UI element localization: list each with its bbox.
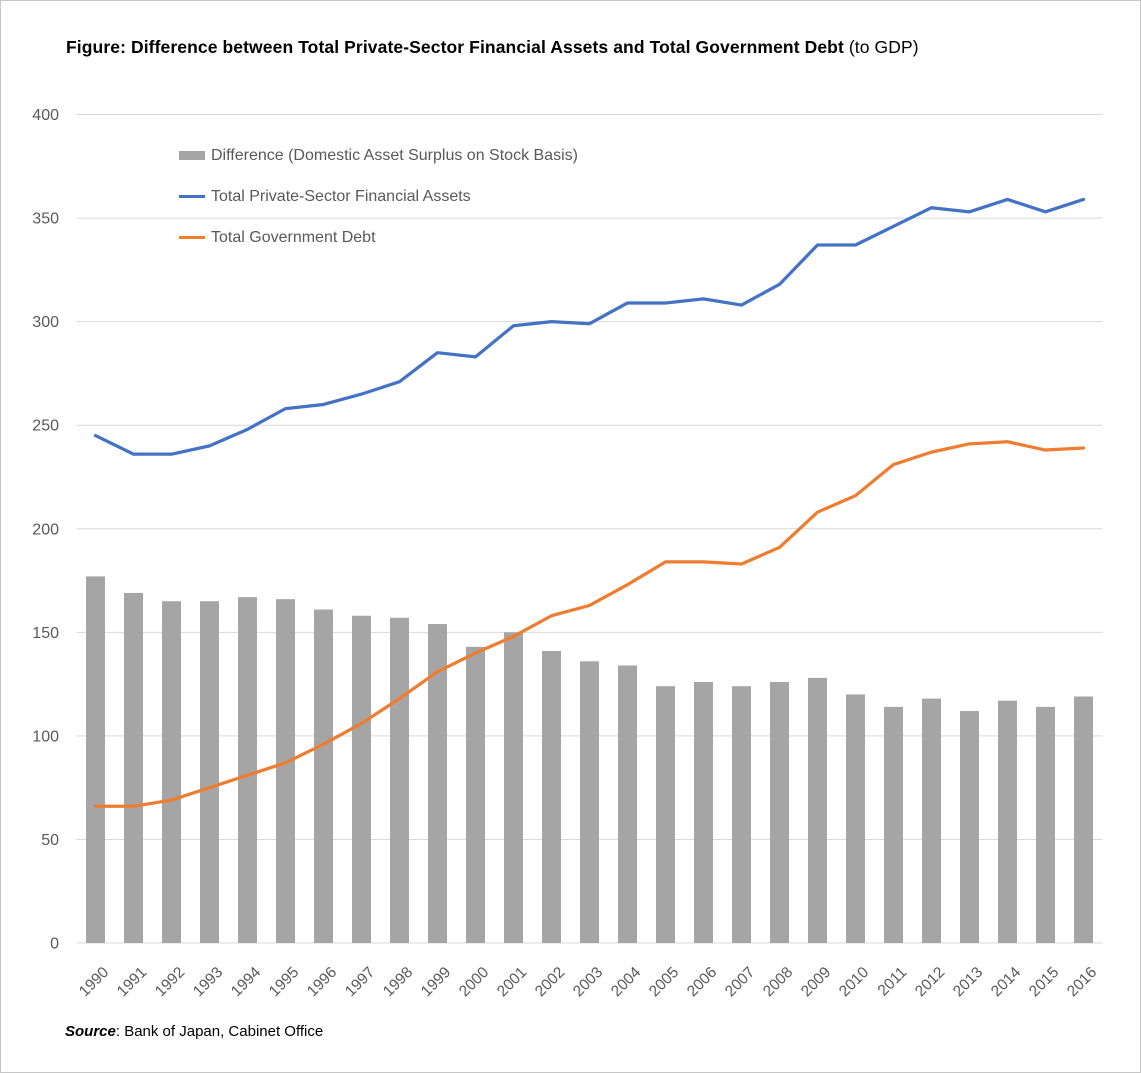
legend-item-difference: Difference (Domestic Asset Surplus on St… bbox=[179, 135, 578, 176]
bar-2004 bbox=[618, 665, 637, 943]
bar-1993 bbox=[200, 601, 219, 943]
x-tick-label-1994: 1994 bbox=[228, 964, 265, 1001]
x-tick-label-1991: 1991 bbox=[114, 964, 150, 1000]
x-tick-label-2002: 2002 bbox=[532, 964, 568, 1000]
bar-2013 bbox=[960, 711, 979, 943]
line-government-debt bbox=[93, 440, 1086, 808]
x-tick-label-2007: 2007 bbox=[722, 964, 758, 1000]
x-tick-label-2015: 2015 bbox=[1026, 964, 1062, 1000]
y-tick-label-0: 0 bbox=[50, 936, 59, 953]
x-tick-label-1990: 1990 bbox=[76, 964, 113, 1001]
x-tick-label-1999: 1999 bbox=[418, 964, 454, 1000]
bar-2009 bbox=[808, 677, 827, 943]
source-note: Source: Bank of Japan, Cabinet Office bbox=[65, 1023, 323, 1040]
bar-2012 bbox=[922, 698, 941, 943]
x-tick-label-2013: 2013 bbox=[950, 964, 986, 1000]
bar-2016 bbox=[1074, 696, 1093, 943]
x-tick-label-2000: 2000 bbox=[456, 964, 493, 1001]
bar-2010 bbox=[846, 694, 865, 943]
bar-1997 bbox=[352, 615, 371, 943]
bar-2005 bbox=[656, 686, 675, 943]
y-tick-label-400: 400 bbox=[32, 107, 59, 124]
x-tick-label-1992: 1992 bbox=[152, 964, 188, 1000]
legend-label-private-assets: Total Private-Sector Financial Assets bbox=[211, 187, 471, 205]
y-tick-label-150: 150 bbox=[32, 625, 59, 642]
bar-1991 bbox=[124, 592, 143, 943]
bar-1995 bbox=[276, 599, 295, 943]
bar-1996 bbox=[314, 609, 333, 943]
legend-bar-swatch-icon bbox=[179, 151, 205, 160]
source-text: : Bank of Japan, Cabinet Office bbox=[115, 1023, 324, 1040]
x-tick-label-2012: 2012 bbox=[912, 964, 948, 1000]
source-label: Source bbox=[65, 1023, 116, 1040]
bar-2007 bbox=[732, 686, 751, 943]
y-tick-label-300: 300 bbox=[32, 314, 59, 331]
x-tick-label-1996: 1996 bbox=[304, 964, 340, 1000]
chart-title: Figure: Difference between Total Private… bbox=[66, 37, 919, 58]
chart-title-suffix: (to GDP) bbox=[843, 37, 919, 57]
x-tick-label-2003: 2003 bbox=[570, 964, 606, 1000]
bar-2011 bbox=[884, 706, 903, 943]
legend-label-government-debt: Total Government Debt bbox=[211, 228, 376, 246]
legend-line-swatch-blue-icon bbox=[179, 194, 205, 199]
bar-1998 bbox=[390, 617, 409, 943]
bar-2000 bbox=[466, 646, 485, 943]
x-tick-label-1993: 1993 bbox=[190, 964, 226, 1000]
x-tick-label-2004: 2004 bbox=[608, 964, 645, 1001]
bar-2003 bbox=[580, 661, 599, 943]
y-tick-label-50: 50 bbox=[41, 832, 59, 849]
bar-1999 bbox=[428, 624, 447, 943]
x-tick-label-2016: 2016 bbox=[1064, 964, 1100, 1000]
y-tick-label-350: 350 bbox=[32, 211, 59, 228]
bar-2002 bbox=[542, 650, 561, 943]
line-private-assets bbox=[93, 197, 1086, 456]
legend-item-government-debt: Total Government Debt bbox=[179, 217, 578, 258]
bar-2015 bbox=[1036, 706, 1055, 943]
x-tick-label-1998: 1998 bbox=[380, 964, 416, 1000]
bar-1992 bbox=[162, 601, 181, 943]
legend-label-difference: Difference (Domestic Asset Surplus on St… bbox=[211, 146, 578, 164]
bar-1994 bbox=[238, 597, 257, 943]
x-tick-label-2005: 2005 bbox=[646, 964, 682, 1000]
bar-2014 bbox=[998, 700, 1017, 943]
x-tick-label-1995: 1995 bbox=[266, 964, 302, 1000]
bar-2001 bbox=[504, 632, 523, 943]
y-tick-label-200: 200 bbox=[32, 521, 59, 538]
bar-2006 bbox=[694, 682, 713, 943]
chart-legend: Difference (Domestic Asset Surplus on St… bbox=[179, 135, 578, 258]
x-tick-label-2010: 2010 bbox=[836, 964, 873, 1001]
x-tick-label-1997: 1997 bbox=[342, 964, 378, 1000]
x-tick-label-2001: 2001 bbox=[494, 964, 530, 1000]
legend-item-private-assets: Total Private-Sector Financial Assets bbox=[179, 176, 578, 217]
x-tick-label-2008: 2008 bbox=[760, 964, 796, 1000]
y-tick-label-250: 250 bbox=[32, 418, 59, 435]
y-tick-label-100: 100 bbox=[32, 728, 59, 745]
bar-2008 bbox=[770, 682, 789, 943]
legend-line-swatch-orange-icon bbox=[179, 235, 205, 240]
x-tick-label-2014: 2014 bbox=[988, 964, 1025, 1001]
chart-title-main: Figure: Difference between Total Private… bbox=[66, 37, 844, 57]
x-tick-label-2009: 2009 bbox=[798, 964, 834, 1000]
x-tick-label-2011: 2011 bbox=[875, 964, 911, 1000]
x-tick-label-2006: 2006 bbox=[684, 964, 720, 1000]
bar-1990 bbox=[86, 576, 105, 943]
